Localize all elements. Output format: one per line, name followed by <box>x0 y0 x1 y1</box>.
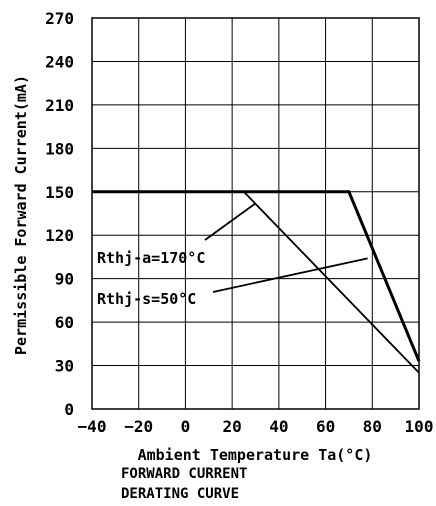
annotation-label-rthj-a: Rthj-a=170°C <box>97 249 205 267</box>
x-axis-label: Ambient Temperature Ta(°C) <box>138 446 373 464</box>
y-tick-label: 150 <box>45 183 74 202</box>
y-tick-label: 0 <box>64 400 74 419</box>
caption-line-2: DERATING CURVE <box>121 486 240 502</box>
annotation-group: Rthj-a=170°C Rthj-s=50°C <box>97 202 368 308</box>
plot-frame <box>91 17 420 410</box>
y-axis-label: Permissible Forward Current(mA) <box>12 75 30 355</box>
grid <box>91 17 420 410</box>
x-tick-label: −20 <box>124 417 153 436</box>
y-tick-label: 180 <box>45 139 74 158</box>
y-tick-label: 90 <box>55 270 74 289</box>
y-tick-label: 240 <box>45 52 74 71</box>
caption-line-1: FORWARD CURRENT <box>121 466 248 482</box>
y-tick-label: 120 <box>45 226 74 245</box>
y-tick-label: 30 <box>55 357 74 376</box>
annotation-leader-rthj-s <box>212 257 368 293</box>
series-group <box>92 190 421 374</box>
annotation-leader-rthj-a <box>204 202 257 241</box>
x-tick-label: 0 <box>181 417 191 436</box>
x-tick-label: 80 <box>363 417 382 436</box>
x-tick-label: −40 <box>78 417 107 436</box>
tick-labels: −40 −20 0 20 40 60 80 100 0 30 60 90 120 150 180 210 240… <box>45 9 433 436</box>
annotation-label-rthj-s: Rthj-s=50°C <box>97 290 196 308</box>
y-tick-label: 60 <box>55 313 74 332</box>
x-tick-label: 20 <box>223 417 242 436</box>
series-line-rthj-s <box>92 190 421 362</box>
x-tick-label: 40 <box>269 417 288 436</box>
x-tick-label: 100 <box>405 417 434 436</box>
y-tick-label: 210 <box>45 96 74 115</box>
y-tick-label: 270 <box>45 9 74 28</box>
x-tick-label: 60 <box>316 417 335 436</box>
